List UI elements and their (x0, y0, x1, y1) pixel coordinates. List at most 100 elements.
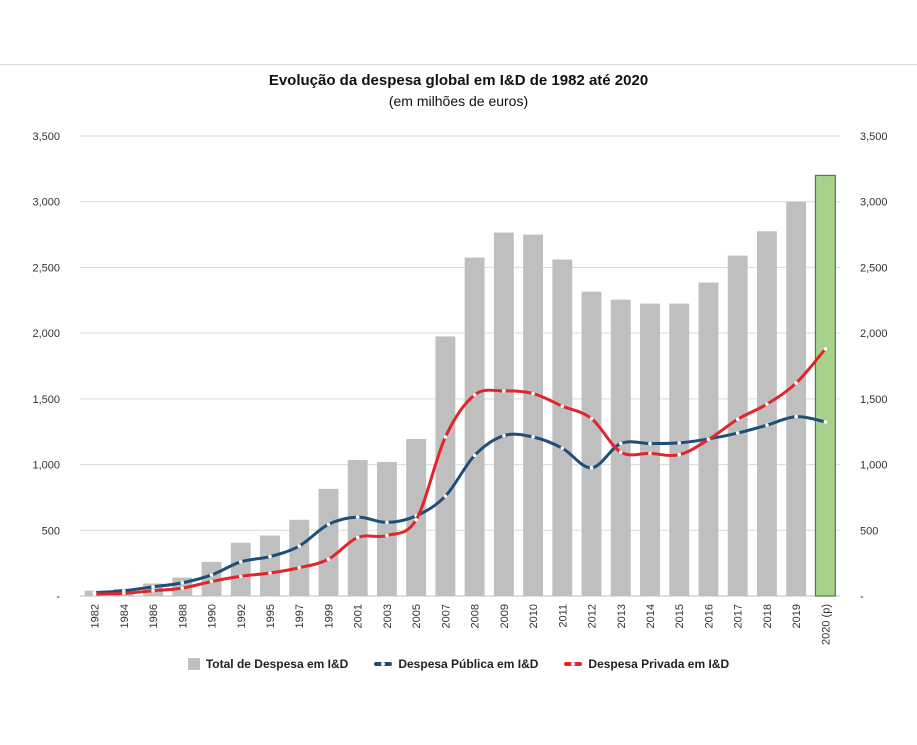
line-point (385, 533, 389, 538)
bar (260, 535, 280, 596)
x-tick-label: 1988 (177, 604, 189, 628)
line-point (589, 416, 594, 421)
bar (786, 201, 807, 596)
y-tick-label-right: 2,500 (860, 262, 888, 274)
y-tick-label-right: 1,000 (860, 460, 888, 472)
line-point (151, 585, 155, 589)
x-tick-label: 2020 (p) (820, 604, 832, 645)
x-tick-label: 2007 (440, 604, 452, 628)
bar (289, 519, 310, 596)
y-tick-label-right: 500 (860, 525, 878, 537)
y-tick-label-right: 3,500 (860, 131, 888, 143)
x-tick-label: 1992 (236, 604, 248, 628)
line-point (560, 404, 565, 408)
tick-labels: - - 500 500 1,000 1,000 1,500 1,500 2,000 2,000 2,… (32, 131, 887, 645)
legend-item-privada: Despesa Privada em I&D (564, 657, 729, 671)
x-tick-label: 2005 (411, 604, 423, 628)
bar (610, 299, 631, 596)
x-tick-label: 2015 (674, 604, 686, 628)
x-tick-label: 2008 (470, 604, 482, 628)
line-point (735, 431, 740, 435)
line-point (355, 535, 360, 540)
y-tick-label-right: 2,000 (860, 328, 888, 340)
y-tick-label-right: 3,000 (860, 197, 888, 209)
legend: Total de Despesa em I&D Despesa Pública … (0, 657, 917, 671)
line-point (823, 420, 828, 424)
line-point (531, 435, 535, 439)
bar (581, 291, 602, 596)
y-tick-label-left: 1,500 (32, 394, 60, 406)
line-point (472, 393, 477, 397)
y-tick-label-right: - (860, 591, 864, 603)
bar (552, 259, 573, 596)
x-tick-label: 2016 (703, 604, 715, 628)
line-point (735, 417, 740, 422)
x-tick-label: 1990 (207, 604, 219, 628)
line-point (502, 433, 506, 438)
line-point (268, 571, 272, 575)
line-point (297, 544, 302, 548)
line-point (268, 554, 272, 559)
line-point (765, 402, 769, 406)
bar (640, 303, 660, 596)
bar (347, 459, 368, 596)
x-tick-label: 1984 (119, 604, 131, 628)
line-point (677, 441, 682, 445)
y-tick-label-left: 3,000 (32, 197, 60, 209)
x-tick-label: 1997 (294, 604, 306, 628)
legend-swatch-total (187, 658, 200, 670)
line-point (209, 573, 214, 577)
line-point (414, 517, 418, 522)
line-point (326, 522, 331, 527)
line-point (209, 579, 214, 584)
line-point (443, 435, 448, 439)
legend-item-publica: Despesa Pública em I&D (374, 657, 538, 671)
bar (493, 232, 514, 596)
legend-label-publica: Despesa Pública em I&D (398, 657, 539, 671)
x-tick-label: 2013 (616, 604, 628, 628)
x-tick-label: 2003 (382, 604, 394, 628)
chart-subtitle: (em milhões de euros) (388, 93, 529, 109)
bar (814, 174, 836, 597)
line-point (92, 592, 97, 596)
y-tick-label-left: 3,500 (32, 131, 60, 143)
line-point (648, 441, 652, 446)
top-divider (0, 64, 917, 65)
line-point (180, 586, 185, 590)
bar (230, 542, 251, 596)
line-point (618, 441, 623, 446)
line-point (151, 588, 155, 593)
line-point (823, 347, 828, 351)
x-tick-label: 1995 (265, 604, 277, 628)
bar (376, 461, 397, 596)
x-tick-label: 2014 (645, 604, 657, 628)
bars (84, 174, 836, 597)
bar (435, 336, 456, 596)
line-point (589, 466, 594, 470)
line-point (677, 452, 682, 457)
line-point (794, 414, 798, 419)
line-point (238, 574, 243, 579)
x-tick-label: 1999 (323, 604, 335, 628)
line-point (385, 520, 389, 525)
line-point (502, 389, 506, 393)
bar (669, 303, 690, 596)
line-point (355, 515, 360, 519)
line-point (618, 450, 623, 454)
x-tick-label: 2009 (499, 604, 511, 628)
legend-label-total: Total de Despesa em I&D (205, 657, 349, 671)
legend-item-total: Total de Despesa em I&D (187, 657, 349, 671)
line-despesa-privada (94, 347, 827, 596)
x-tick-label: 2017 (733, 604, 745, 628)
bar (523, 234, 544, 597)
y-tick-label-left: 500 (42, 525, 60, 537)
line-point (794, 381, 798, 385)
line-point (180, 581, 185, 585)
line-point (297, 565, 302, 570)
x-tick-label: 1982 (90, 604, 102, 628)
y-tick-label-left: - (56, 591, 60, 603)
y-tick-label-left: 1,000 (32, 460, 60, 472)
bar (318, 488, 339, 596)
line-point (472, 453, 477, 458)
